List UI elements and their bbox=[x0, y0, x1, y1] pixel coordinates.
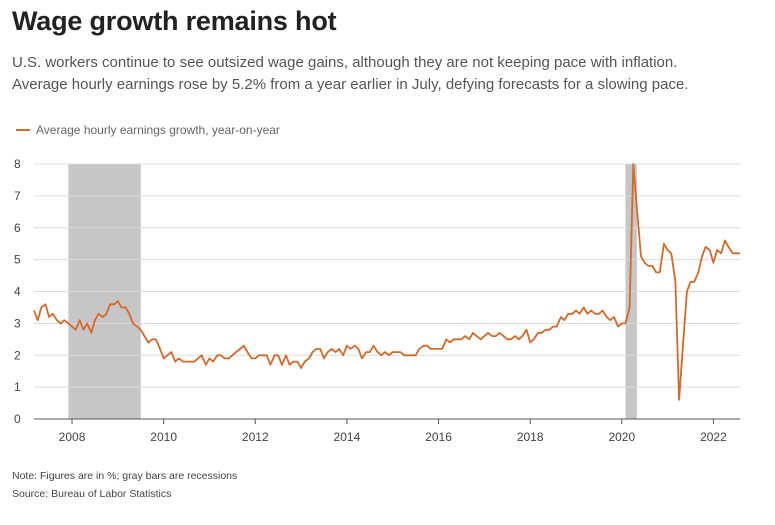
y-tick-label: 7 bbox=[14, 189, 21, 203]
chart-subtitle: U.S. workers continue to see outsized wa… bbox=[12, 52, 762, 96]
y-tick-label: 4 bbox=[14, 285, 21, 299]
x-tick-label: 2014 bbox=[334, 430, 361, 444]
y-tick-label: 3 bbox=[14, 316, 21, 330]
series-line-1 bbox=[33, 163, 740, 401]
subtitle-line-1: U.S. workers continue to see outsized wa… bbox=[12, 54, 678, 71]
y-tick-label: 6 bbox=[14, 221, 21, 235]
x-tick-label: 2016 bbox=[425, 430, 452, 444]
x-tick-label: 2008 bbox=[59, 430, 86, 444]
legend-line-swatch bbox=[16, 129, 30, 131]
y-tick-label: 1 bbox=[14, 380, 21, 394]
x-tick-label: 2020 bbox=[608, 430, 635, 444]
chart-title: Wage growth remains hot bbox=[12, 6, 337, 36]
y-tick-label: 5 bbox=[14, 253, 21, 267]
y-tick-label: 0 bbox=[14, 412, 21, 426]
x-tick-label: 2012 bbox=[242, 430, 269, 444]
y-tick-label: 2 bbox=[14, 348, 21, 362]
chart-source: Source: Bureau of Labor Statistics bbox=[12, 488, 172, 500]
chart-legend: Average hourly earnings growth, year-on-… bbox=[16, 123, 280, 137]
chart-note: Note: Figures are in %; gray bars are re… bbox=[12, 470, 238, 482]
x-tick-label: 2010 bbox=[150, 430, 177, 444]
legend-label: Average hourly earnings growth, year-on-… bbox=[36, 123, 280, 137]
subtitle-line-2: Average hourly earnings rose by 5.2% fro… bbox=[12, 76, 689, 93]
x-tick-label: 2018 bbox=[517, 430, 544, 444]
x-tick-label: 2022 bbox=[700, 430, 727, 444]
line-chart: 0 1 2 3 4 5 6 7 8 2008 2010 2012 2014 2016 2018 2020 202… bbox=[14, 157, 740, 444]
y-tick-label: 8 bbox=[14, 157, 21, 171]
